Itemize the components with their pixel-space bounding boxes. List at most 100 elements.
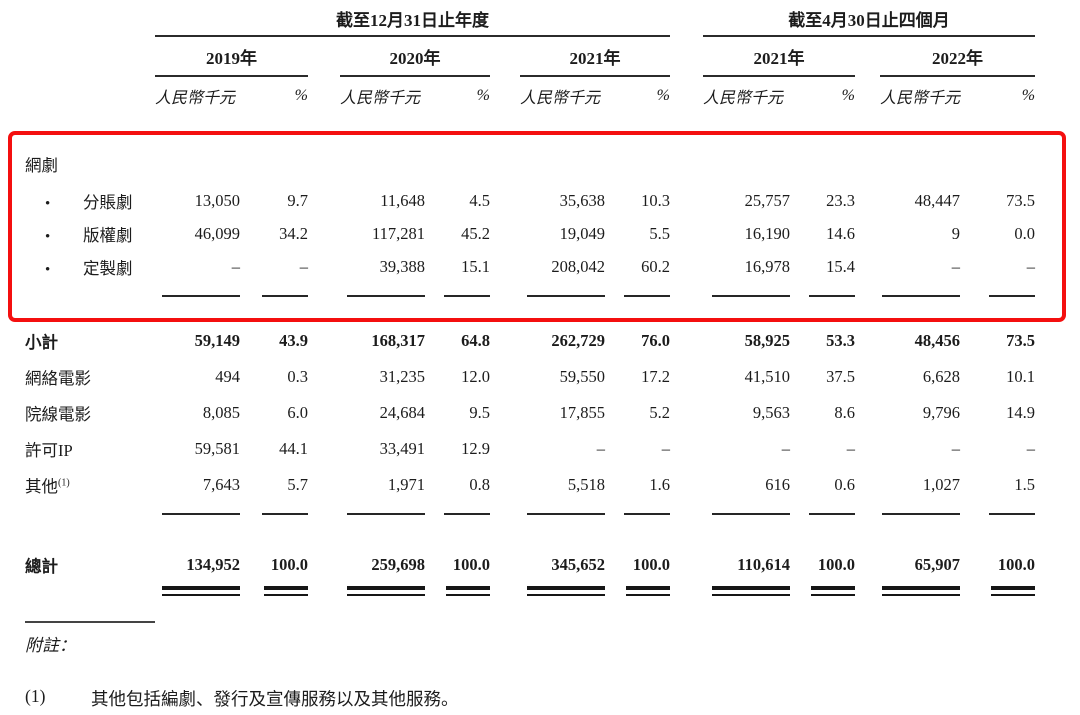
cell-amount: 46,099 <box>194 223 240 243</box>
cell-amount: 41,510 <box>744 367 790 386</box>
cell-amount: 494 <box>215 367 240 386</box>
unit-label: 人民幣千元 <box>520 89 601 107</box>
bullet-icon: • <box>45 195 51 212</box>
footnote-item-marker: (1) <box>25 686 46 706</box>
cell-amount: 259,698 <box>371 555 425 574</box>
cell-amount: 134,952 <box>186 555 240 574</box>
cell-amount: 59,550 <box>559 367 605 386</box>
cell-percent: 73.5 <box>1006 190 1036 210</box>
cell-percent: 0.8 <box>469 475 490 494</box>
unit-label: 人民幣千元 <box>703 89 784 107</box>
cell-amount: 117,281 <box>371 223 425 243</box>
double-rule <box>712 586 790 596</box>
bullet-icon: • <box>45 261 51 278</box>
cell-amount: 31,235 <box>379 367 425 386</box>
single-rule <box>527 513 605 515</box>
cell-amount: 9,796 <box>922 403 960 422</box>
unit-header-row: 人民幣千元 % 人民幣千元 % 人民幣千元 % 人民幣千元 % 人民幣千元 % <box>25 76 1035 114</box>
cell-percent: 76.0 <box>641 331 670 350</box>
cell-amount: 59,149 <box>194 331 240 350</box>
cell-amount: 262,729 <box>551 331 605 350</box>
period-four-months-header: 截至4月30日止四個月 <box>703 4 1036 37</box>
cell-percent: 37.5 <box>826 367 855 386</box>
cell-amount: 5,518 <box>567 475 605 494</box>
cell-percent: – <box>661 439 670 458</box>
corner-cell <box>25 36 155 76</box>
single-rule <box>989 295 1036 297</box>
single-rule <box>262 513 308 515</box>
gap-cell <box>490 76 520 114</box>
cell-amount: 168,317 <box>371 331 425 350</box>
double-rule <box>162 586 240 596</box>
cell-amount: 110,614 <box>737 555 790 574</box>
percent-label: % <box>656 86 670 104</box>
single-rule <box>712 513 790 515</box>
cell-percent: 17.2 <box>641 367 670 386</box>
double-rule <box>347 586 425 596</box>
cell-amount: 33,491 <box>379 439 425 458</box>
cell-amount: 7,643 <box>202 475 240 494</box>
row-label-text: 其他 <box>25 477 58 496</box>
percent-label: % <box>294 86 308 104</box>
cell-amount: – <box>951 256 960 276</box>
cell-percent: 64.8 <box>461 331 490 350</box>
spacer-row <box>25 517 1035 547</box>
cell-amount: – <box>781 439 790 458</box>
gap-cell <box>670 76 703 114</box>
row-label: 院線電影 <box>25 405 91 424</box>
table-row: • 定製劇 – – 39,388 15.1 208,042 60.2 16,978… <box>25 250 1035 283</box>
cell-percent: 5.7 <box>287 475 308 494</box>
cell-percent: 43.9 <box>279 331 308 350</box>
rule-row <box>25 503 1036 517</box>
cell-percent: 5.2 <box>649 403 670 422</box>
cell-amount: 208,042 <box>551 256 605 276</box>
percent-label: % <box>841 86 855 104</box>
single-rule <box>444 295 490 297</box>
row-label-text: 版權劇 <box>83 225 133 245</box>
footnote-item-text: 其他包括編劇、發行及宣傳服務以及其他服務。 <box>91 689 459 709</box>
table-row: 網絡電影 494 0.3 31,235 12.0 59,550 17.2 41,… <box>25 359 1035 395</box>
row-label-text: 定製劇 <box>83 258 133 278</box>
single-rule <box>162 295 240 297</box>
year-header: 2021年 <box>703 36 855 77</box>
single-rule <box>712 295 790 297</box>
cell-percent: 10.1 <box>1006 367 1036 386</box>
percent-label: % <box>476 86 490 104</box>
cell-percent: 14.6 <box>826 223 855 243</box>
cell-percent: 0.0 <box>1014 223 1036 243</box>
cell-amount: 39,388 <box>379 256 425 276</box>
cell-amount: 24,684 <box>379 403 425 422</box>
spacer-row <box>25 299 1035 323</box>
cell-amount: 25,757 <box>744 190 790 210</box>
year-header: 2020年 <box>340 36 490 77</box>
footnotes-section: 附註： (1) 其他包括編劇、發行及宣傳服務以及其他服務。 <box>25 621 1080 711</box>
cell-amount: 616 <box>765 475 790 494</box>
cell-amount: 19,049 <box>559 223 605 243</box>
year-header: 2022年 <box>880 36 1036 77</box>
gap-cell <box>670 4 703 36</box>
row-label-text: 分賬劇 <box>83 192 133 212</box>
single-rule <box>882 513 960 515</box>
section-label: 網劇 <box>25 156 58 175</box>
cell-percent: 15.1 <box>461 256 490 276</box>
cell-percent: 9.7 <box>287 190 308 210</box>
single-rule <box>989 513 1036 515</box>
gap-cell <box>670 36 703 76</box>
cell-percent: – <box>1026 439 1036 458</box>
period-header-row: 截至12月31日止年度 截至4月30日止四個月 <box>25 4 1036 37</box>
double-rule <box>264 586 308 596</box>
cell-amount: 16,190 <box>744 223 790 243</box>
footnote-divider <box>25 621 155 623</box>
single-rule <box>262 295 308 297</box>
table-row: • 分賬劇 13,050 9.7 11,648 4.5 35,638 10.3 2… <box>25 184 1035 217</box>
single-rule <box>527 295 605 297</box>
cell-amount: 9,563 <box>752 403 790 422</box>
cell-percent: 12.9 <box>461 439 490 458</box>
cell-percent: 0.3 <box>287 367 308 386</box>
year-header-row: 2019年 2020年 2021年 2021年 2022年 <box>25 36 1036 77</box>
cell-percent: 5.5 <box>649 223 670 243</box>
cell-amount: 58,925 <box>744 331 790 350</box>
cell-percent: 23.3 <box>826 190 855 210</box>
cell-percent: 100.0 <box>997 555 1036 574</box>
cell-percent: – <box>846 439 855 458</box>
